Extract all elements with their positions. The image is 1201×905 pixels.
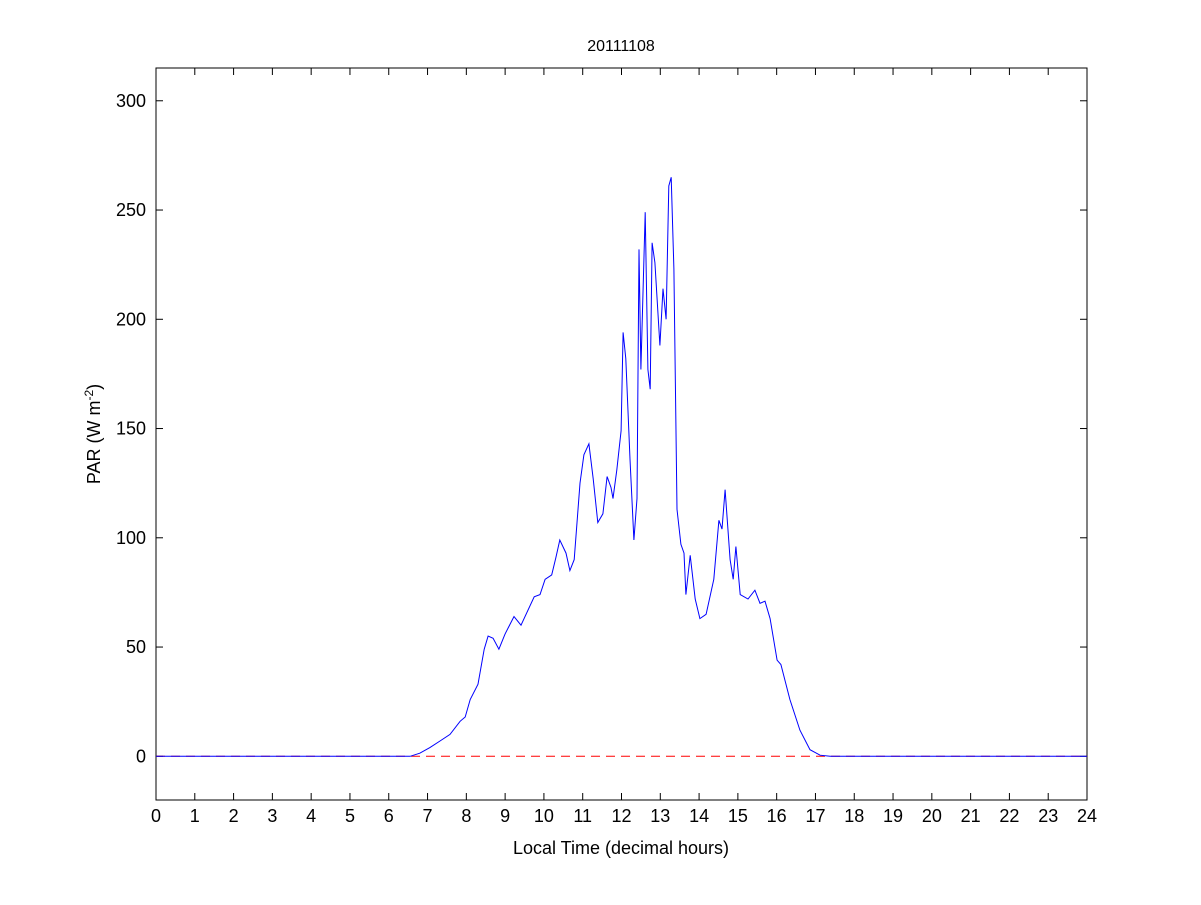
x-tick-label: 15 [728,806,748,826]
x-tick-label: 16 [767,806,787,826]
y-tick-label: 250 [116,200,146,220]
x-tick-label: 17 [805,806,825,826]
x-tick-label: 22 [999,806,1019,826]
x-tick-label: 3 [267,806,277,826]
x-tick-label: 4 [306,806,316,826]
y-tick-label: 0 [136,746,146,766]
x-tick-label: 5 [345,806,355,826]
series-line [156,177,1087,757]
x-tick-label: 14 [689,806,709,826]
x-tick-label: 6 [384,806,394,826]
x-tick-label: 9 [500,806,510,826]
y-tick-label: 200 [116,309,146,329]
x-tick-label: 13 [650,806,670,826]
x-tick-label: 20 [922,806,942,826]
x-tick-label: 12 [611,806,631,826]
plot-area [155,67,1088,801]
y-axis-label: PAR (W m-2) [82,384,104,484]
y-tick-label: 50 [126,637,146,657]
y-tick-label: 100 [116,528,146,548]
x-axis-label: Local Time (decimal hours) [513,838,729,858]
x-tick-label: 7 [423,806,433,826]
x-tick-label: 8 [461,806,471,826]
x-tick-label: 0 [151,806,161,826]
x-tick-label: 24 [1077,806,1097,826]
y-tick-label: 300 [116,91,146,111]
chart-title: 20111108 [587,38,655,55]
y-tick-label: 150 [116,419,146,439]
x-tick-label: 19 [883,806,903,826]
x-tick-label: 2 [229,806,239,826]
x-tick-label: 18 [844,806,864,826]
x-tick-label: 10 [534,806,554,826]
x-tick-label: 11 [573,806,592,826]
x-tick-label: 21 [961,806,981,826]
x-tick-label: 23 [1038,806,1058,826]
x-tick-label: 1 [190,806,200,826]
